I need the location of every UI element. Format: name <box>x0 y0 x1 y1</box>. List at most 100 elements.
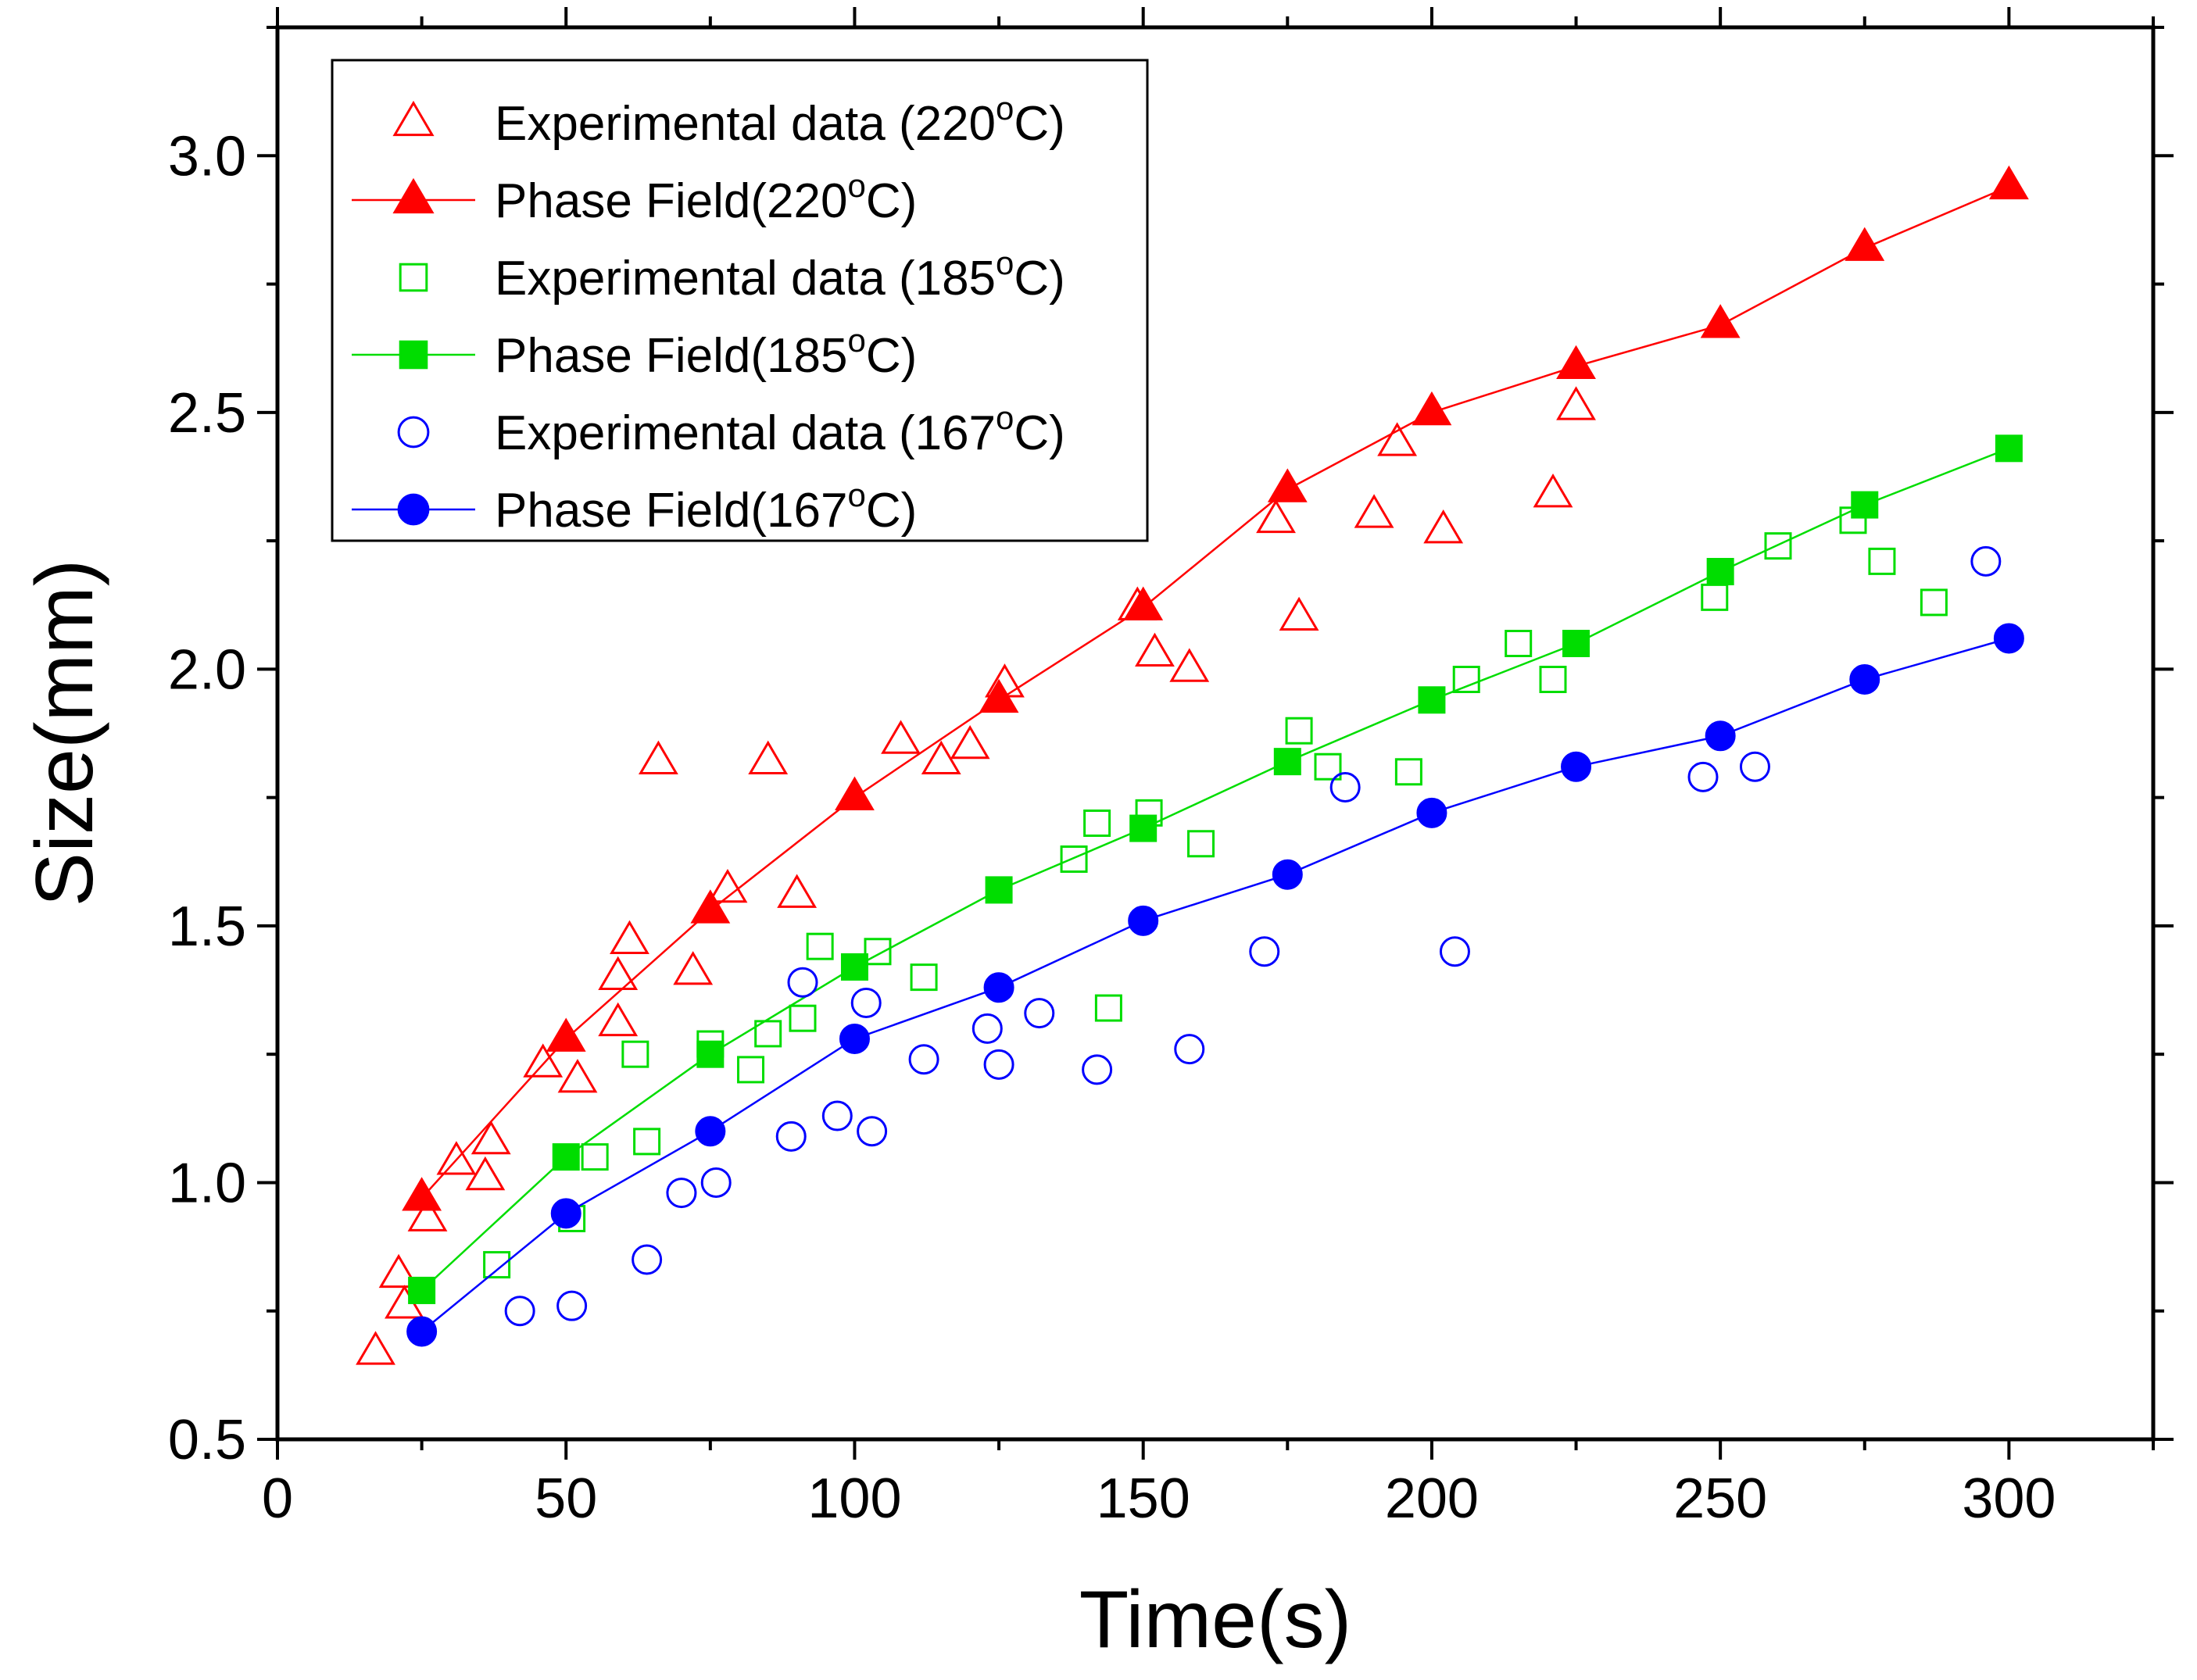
data-point <box>835 776 875 811</box>
legend-marker <box>399 340 428 370</box>
data-point <box>356 1331 395 1365</box>
data-point <box>1060 845 1088 873</box>
data-point <box>436 1141 477 1175</box>
legend-label: Phase Field(167oC) <box>495 477 917 538</box>
data-point <box>1256 499 1296 534</box>
data-point <box>839 1023 870 1054</box>
legend-label: Experimental data (220oC) <box>495 90 1065 151</box>
data-point <box>1970 545 2002 577</box>
data-point <box>1416 797 1447 828</box>
data-point <box>881 720 921 754</box>
y-tick-label: 0.5 <box>168 1409 246 1471</box>
y-tick-label: 1.5 <box>168 895 246 958</box>
y-tick-label: 3.0 <box>168 125 246 188</box>
data-point <box>921 740 961 775</box>
data-point <box>402 1177 442 1211</box>
data-point <box>695 1116 726 1147</box>
data-point <box>1505 630 1533 658</box>
data-point <box>632 1244 663 1275</box>
data-point <box>633 1128 661 1156</box>
data-point <box>1418 686 1446 714</box>
data-point <box>1272 859 1303 890</box>
legend-label: Experimental data (167oC) <box>495 399 1065 460</box>
data-point <box>1539 666 1567 694</box>
data-point <box>1764 532 1792 560</box>
data-point <box>789 1004 817 1032</box>
data-point <box>1129 814 1158 842</box>
data-point <box>1174 1034 1205 1065</box>
data-point <box>1920 588 1948 617</box>
data-point <box>1439 936 1470 967</box>
series-layer <box>356 165 2029 1365</box>
data-point <box>483 1251 511 1279</box>
data-point <box>408 1276 436 1304</box>
data-point <box>546 1017 586 1052</box>
data-point <box>737 1056 765 1084</box>
tick-labels: 0 50 100 150 200 250 300 0.5 1.0 1.5 2.0 2.5 3.0 <box>168 125 2056 1530</box>
data-point <box>983 1049 1014 1080</box>
legend-marker <box>392 177 435 214</box>
x-axis-title: Time(s) <box>1079 1575 1352 1665</box>
data-point <box>1412 391 1452 426</box>
data-point <box>748 740 789 775</box>
data-point <box>1169 648 1210 682</box>
data-point <box>1700 304 1741 338</box>
data-point <box>979 678 1019 713</box>
legend-marker <box>397 493 430 526</box>
series-5 <box>406 623 2024 1347</box>
x-tick-label: 100 <box>807 1467 901 1530</box>
data-point <box>1135 632 1175 667</box>
data-point <box>840 953 868 981</box>
data-point <box>1868 547 1896 575</box>
legend-label: Phase Field(220oC) <box>495 167 917 228</box>
data-point <box>690 889 731 924</box>
data-point <box>598 956 639 990</box>
legend-label: Experimental data (185oC) <box>495 245 1065 306</box>
data-point <box>552 1143 580 1171</box>
data-point <box>1706 558 1734 586</box>
x-tick-label: 0 <box>262 1467 293 1530</box>
data-point <box>1561 751 1592 782</box>
data-point <box>806 932 834 960</box>
data-point <box>850 987 882 1018</box>
legend: Experimental data (220oC) Phase Field(220… <box>331 59 1149 542</box>
data-point <box>1329 771 1361 802</box>
data-point <box>1249 936 1280 967</box>
data-point <box>471 1120 511 1155</box>
series-4 <box>504 545 2002 1327</box>
data-point <box>557 1059 598 1093</box>
data-point <box>864 938 892 966</box>
data-point <box>983 972 1014 1003</box>
legend-entry: Experimental data (167oC) <box>397 399 1065 460</box>
legend-marker <box>397 416 430 449</box>
data-point <box>581 1143 609 1171</box>
data-point <box>821 1100 853 1131</box>
data-point <box>1083 809 1111 837</box>
data-point <box>777 874 818 908</box>
legend-marker <box>399 263 428 292</box>
data-point <box>621 1040 649 1068</box>
data-point <box>1562 630 1590 658</box>
data-point <box>1533 473 1573 508</box>
data-point <box>638 740 678 775</box>
data-point <box>1845 227 1885 261</box>
data-point <box>1988 165 2029 200</box>
data-point <box>700 1167 732 1198</box>
y-tick-label: 1.0 <box>168 1152 246 1214</box>
series-1 <box>402 165 2029 1211</box>
data-point <box>550 1198 581 1229</box>
x-tick-label: 50 <box>535 1467 597 1530</box>
axis-ticks <box>257 7 2174 1460</box>
data-point <box>1556 386 1596 420</box>
legend-entry: Experimental data (220oC) <box>392 90 1065 151</box>
data-point <box>1267 468 1308 502</box>
data-point <box>857 1116 888 1147</box>
legend-marker <box>392 100 435 137</box>
data-point <box>908 1044 939 1075</box>
data-point <box>598 1002 639 1037</box>
series-line <box>420 447 2009 1292</box>
legend-label: Phase Field(185oC) <box>495 322 917 383</box>
data-point <box>1354 494 1394 528</box>
x-tick-label: 150 <box>1097 1467 1190 1530</box>
x-tick-label: 250 <box>1673 1467 1767 1530</box>
